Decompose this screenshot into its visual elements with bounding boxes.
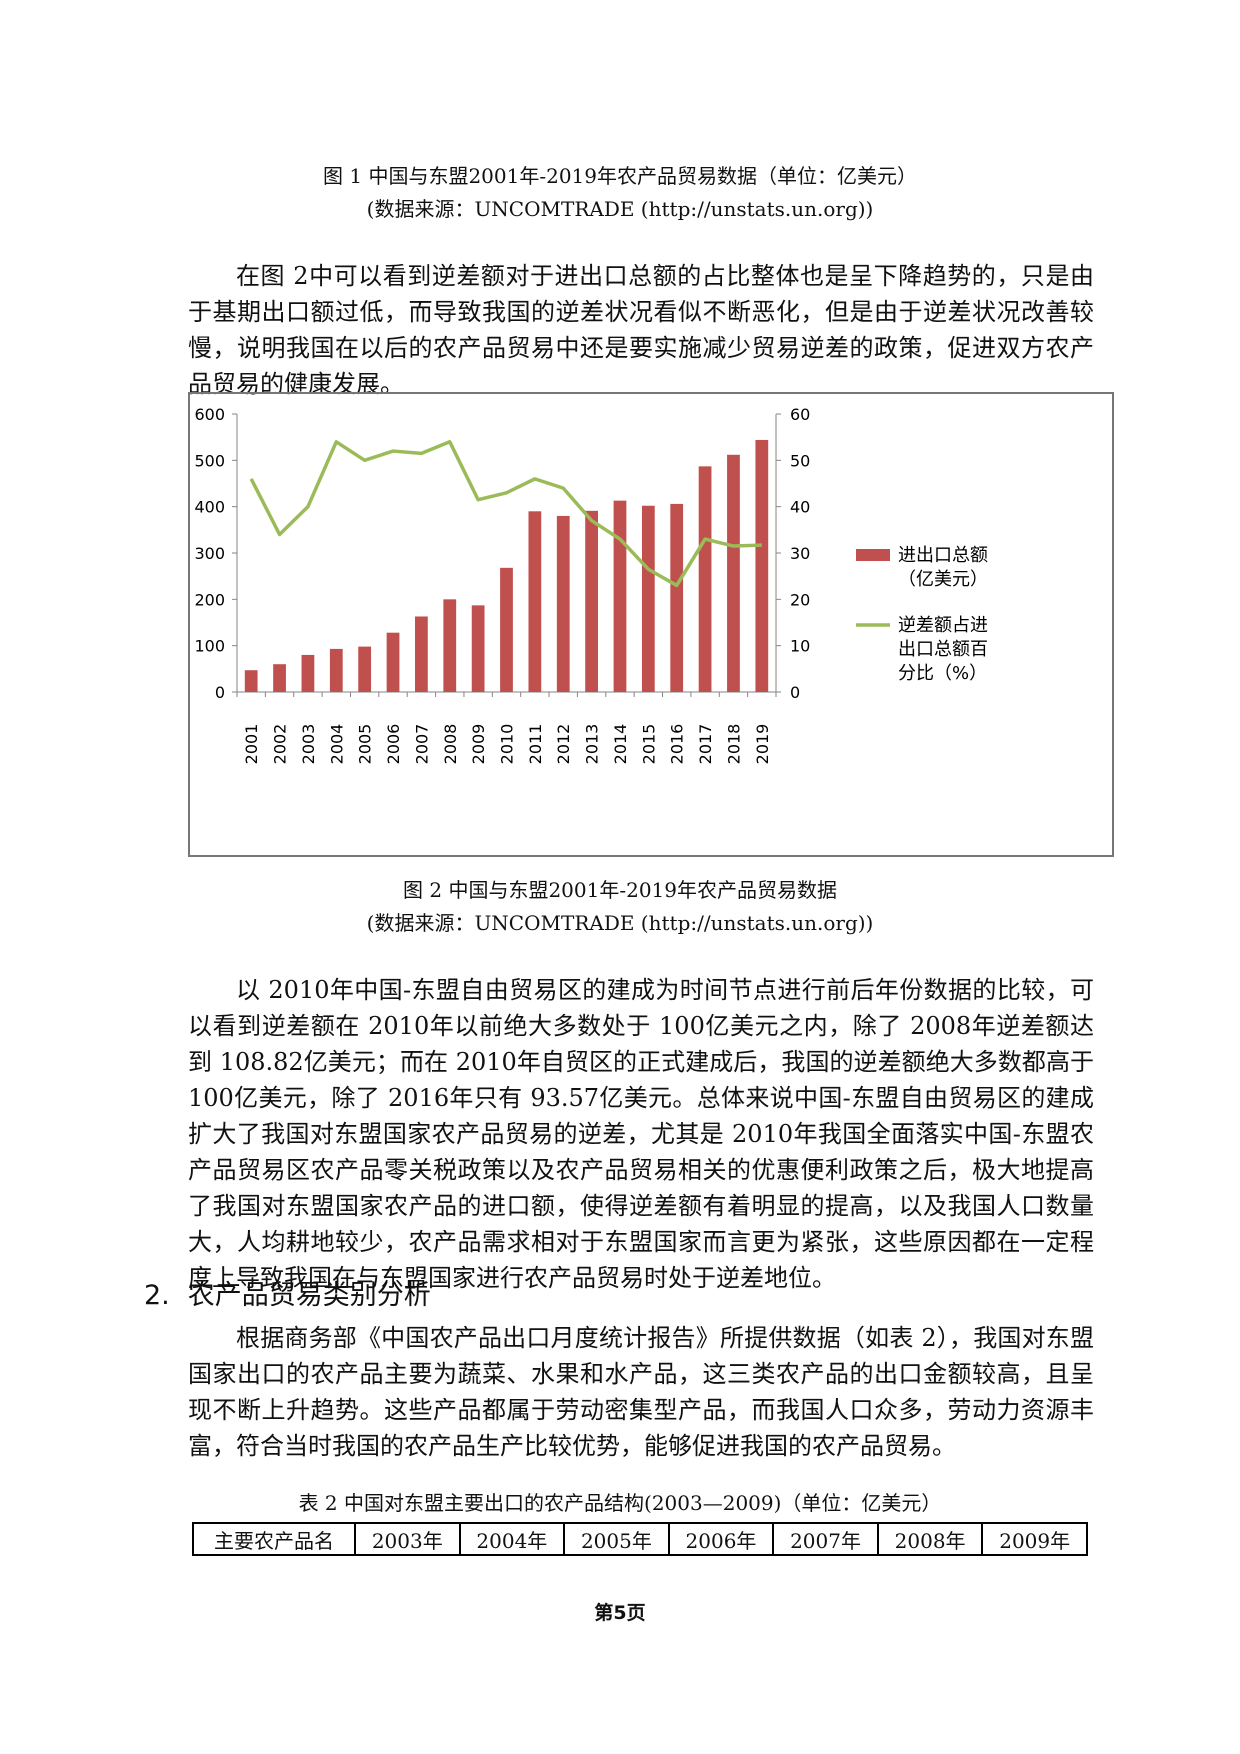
legend-bar-swatch [856, 549, 890, 561]
paragraph-1-text: 在图 2中可以看到逆差额对于进出口总额的占比整体也是呈下降趋势的，只是由于基期出… [188, 262, 1094, 398]
y-right-tick-label: 50 [790, 451, 810, 470]
legend-bar-label: 进出口总额 [898, 545, 988, 566]
section-title: 农产品贸易类别分析 [187, 1280, 431, 1311]
x-tick-label: 2004 [327, 724, 346, 765]
bar [556, 515, 570, 692]
legend-line-label: 出口总额百 [898, 639, 988, 660]
x-tick-label: 2019 [753, 724, 772, 765]
x-tick-label: 2007 [412, 724, 431, 765]
x-tick-label: 2002 [271, 724, 290, 765]
x-tick-label: 2011 [526, 724, 545, 765]
table-header-cell: 2007年 [772, 1522, 879, 1556]
table-header-row: 主要农产品名 2003年 2004年 2005年 2006年 2007年 200… [192, 1522, 1088, 1556]
axes: 0 100 200 300 400 500 600 0 10 20 30 40 50 60 2001 2002… [194, 405, 810, 764]
figure1-caption: 图 1 中国与东盟2001年-2019年农产品贸易数据（单位：亿美元） [323, 164, 917, 188]
bar [358, 646, 372, 692]
combo-chart: 0 100 200 300 400 500 600 0 10 20 30 40 50 60 2001 2002… [194, 405, 988, 764]
bar [415, 616, 428, 692]
x-tick-label: 2006 [384, 724, 403, 765]
y-right-tick-label: 0 [790, 683, 800, 702]
y-right-tick-label: 10 [790, 637, 810, 656]
page-number: 第5页 [594, 1602, 646, 1624]
paragraph-2: 以 2010年中国-东盟自由贸易区的建成为时间节点进行前后年份数据的比较，可以看… [188, 972, 1094, 1296]
bar [727, 454, 740, 692]
x-tick-label: 2001 [242, 724, 261, 765]
y-left-tick-label: 200 [194, 590, 225, 609]
table-2: 主要农产品名 2003年 2004年 2005年 2006年 2007年 200… [192, 1522, 1088, 1556]
bar [244, 670, 258, 692]
y-right-tick-label: 30 [790, 544, 810, 563]
legend-line-label: 逆差额占进 [898, 615, 988, 636]
y-left-tick-label: 500 [194, 451, 225, 470]
bar [471, 605, 485, 692]
bar [301, 654, 315, 692]
figure2-caption: 图 2 中国与东盟2001年-2019年农产品贸易数据 [403, 878, 837, 902]
legend-line-label: 分比（%） [898, 663, 987, 684]
paragraph-1: 在图 2中可以看到逆差额对于进出口总额的占比整体也是呈下降趋势的，只是由于基期出… [188, 258, 1094, 402]
y-left-tick-label: 400 [194, 498, 225, 517]
figure2-source: (数据来源：UNCOMTRADE (http://unstats.un.org)… [366, 911, 874, 935]
y-left-tick-label: 100 [194, 637, 225, 656]
x-tick-label: 2012 [554, 724, 573, 765]
table-header-cell: 2009年 [981, 1522, 1088, 1556]
bar [613, 500, 627, 692]
y-right-tick-label: 20 [790, 590, 810, 609]
chart-frame: 0 100 200 300 400 500 600 0 10 20 30 40 50 60 2001 2002… [188, 392, 1114, 857]
bar [386, 632, 400, 692]
x-tick-label: 2003 [299, 724, 318, 765]
table-header-cell: 2003年 [354, 1522, 461, 1556]
x-tick-label: 2016 [668, 724, 687, 765]
bar [698, 466, 712, 692]
table-header-cell: 2004年 [458, 1522, 566, 1556]
y-right-tick-label: 60 [790, 405, 810, 424]
x-tick-label: 2008 [441, 724, 460, 765]
x-tick-label: 2013 [583, 724, 602, 765]
table-header-cell: 主要农产品名 [192, 1522, 356, 1556]
bar [443, 599, 457, 692]
section-number: 2. [144, 1280, 170, 1311]
table-header-cell: 2006年 [667, 1522, 775, 1556]
y-left-tick-label: 600 [194, 405, 225, 424]
x-tick-label: 2009 [469, 724, 488, 765]
y-right-tick-label: 40 [790, 498, 810, 517]
bar [500, 567, 513, 692]
bar [641, 505, 655, 692]
paragraph-2-text: 以 2010年中国-东盟自由贸易区的建成为时间节点进行前后年份数据的比较，可以看… [188, 976, 1094, 1292]
table2-caption: 表 2 中国对东盟主要出口的农产品结构(2003—2009)（单位：亿美元） [298, 1491, 942, 1515]
x-tick-label: 2014 [611, 724, 630, 765]
paragraph-3: 根据商务部《中国农产品出口月度统计报告》所提供数据（如表 2），我国对东盟国家出… [188, 1320, 1094, 1464]
bar [528, 511, 542, 692]
x-tick-label: 2010 [498, 724, 517, 765]
x-tick-label: 2015 [639, 724, 658, 765]
bar [273, 664, 286, 692]
table-header-cell: 2005年 [563, 1522, 670, 1556]
paragraph-3-text: 根据商务部《中国农产品出口月度统计报告》所提供数据（如表 2），我国对东盟国家出… [188, 1324, 1094, 1460]
figure1-source: (数据来源：UNCOMTRADE (http://unstats.un.org)… [366, 197, 874, 221]
x-tick-label: 2017 [696, 724, 715, 765]
line-series [249, 440, 762, 588]
line-path [249, 440, 762, 588]
x-tick-label: 2018 [724, 724, 743, 765]
x-tick-label: 2005 [356, 724, 375, 765]
section-heading: 2. 农产品贸易类别分析 [144, 1278, 431, 1314]
y-left-tick-label: 0 [215, 683, 225, 702]
y-left-tick-label: 300 [194, 544, 225, 563]
table-header-cell: 2008年 [876, 1522, 984, 1556]
bar [755, 439, 769, 692]
bar [585, 510, 598, 692]
bar-series [244, 439, 769, 692]
bar [329, 648, 343, 692]
bar [670, 503, 684, 692]
legend-bar-label: （亿美元） [898, 569, 988, 590]
